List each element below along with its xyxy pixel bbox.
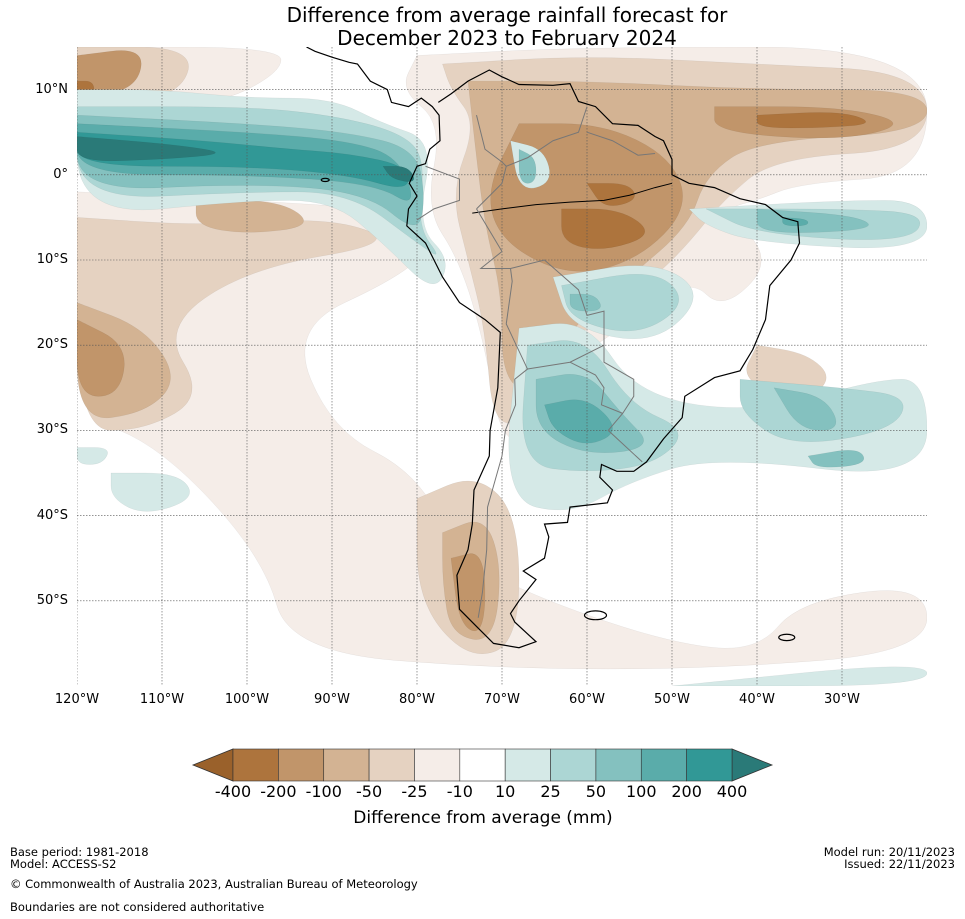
map [77, 47, 927, 686]
country-border [510, 259, 605, 370]
colorbar-bin [278, 748, 325, 782]
colorbar-tick-label: -200 [260, 782, 297, 801]
coastline [306, 47, 801, 649]
footer-left: Base period: 1981-2018 Model: ACCESS-S2 [10, 846, 149, 870]
lat-tick-label: 10°S [36, 252, 68, 267]
contour-region [807, 450, 865, 468]
contour-region [561, 273, 680, 332]
lat-tick-label: 0° [53, 166, 68, 182]
contour-region [450, 553, 486, 632]
model-name: Model: ACCESS-S2 [10, 857, 117, 871]
colorbar-tick-label: 25 [540, 782, 561, 801]
contour-region [569, 293, 601, 312]
contour-region [756, 112, 867, 129]
lat-tick-label: 20°S [36, 337, 68, 353]
colorbar-tick-label: 200 [671, 782, 702, 801]
colorbar-bin [323, 748, 370, 782]
colorbar-bin [414, 748, 461, 782]
colorbar-bin [686, 748, 733, 782]
lon-tick-label: 100°W [224, 692, 270, 707]
colorbar-label: Difference from average (mm) [353, 808, 613, 828]
lat-tick-label: 10°N [35, 81, 68, 97]
island [583, 610, 608, 621]
contour-region [773, 387, 837, 431]
contour-region [77, 136, 216, 162]
colorbar-bin [232, 748, 279, 782]
lon-tick-label: 90°W [314, 692, 350, 707]
country-border [416, 165, 460, 221]
contour-region [561, 208, 646, 249]
chart-title: Difference from average rainfall forecas… [0, 4, 965, 50]
contour-region [544, 399, 613, 444]
colorbar-tick-label: -100 [305, 782, 342, 801]
contour-region [77, 319, 125, 397]
colorbar-tick-label: -50 [356, 782, 383, 801]
coastline-south-america [306, 47, 801, 649]
colorbar-tick-label: -400 [214, 782, 252, 801]
amazon-river [472, 182, 673, 214]
colorbar [191, 748, 774, 782]
colorbar-tick-label: 400 [716, 782, 748, 801]
country-border [569, 361, 623, 414]
colorbar-tick-label: 10 [494, 782, 516, 801]
colorbar-bin [640, 748, 687, 782]
lon-tick-label: 60°W [569, 692, 605, 707]
colorbar-tick-label: -10 [446, 782, 473, 801]
model-run: Model run: 20/11/2023 [823, 845, 955, 859]
base-period: Base period: 1981-2018 [10, 845, 149, 859]
country-border [586, 131, 656, 156]
colorbar-extend-high [731, 748, 774, 782]
lat-tick-label: 40°S [36, 507, 68, 523]
country-border [476, 106, 588, 210]
lat-tick-label: 50°S [36, 592, 68, 608]
title-line-2: December 2023 to February 2024 [337, 26, 677, 50]
copyright: © Commonwealth of Australia 2023, Austra… [10, 877, 418, 891]
lon-tick-label: 120°W [54, 692, 100, 707]
issued-date: Issued: 22/11/2023 [844, 857, 955, 871]
colorbar-tick-label: 50 [585, 782, 607, 801]
lon-tick-label: 80°W [399, 692, 435, 707]
contour-region [671, 666, 927, 686]
lon-tick-label: 50°W [654, 692, 690, 707]
contour-region [756, 208, 869, 233]
colorbar-tick-label: -25 [401, 782, 428, 801]
country-border [476, 115, 507, 167]
lat-tick-label: 30°S [36, 422, 68, 438]
colorbar-bin [504, 748, 551, 782]
disclaimer: Boundaries are not considered authoritat… [10, 900, 265, 914]
contour-region [110, 472, 190, 512]
colorbar-tick-label: 100 [625, 782, 657, 801]
lon-tick-label: 110°W [139, 692, 185, 707]
island [320, 177, 330, 183]
lon-tick-label: 70°W [484, 692, 520, 707]
colorbar-bin [595, 748, 642, 782]
map-field [77, 47, 927, 686]
colorbar-bin [368, 748, 415, 782]
colorbar-extend-low [191, 748, 234, 782]
lon-tick-label: 40°W [739, 692, 775, 707]
contour-region [518, 148, 537, 184]
country-border [476, 208, 529, 618]
title-line-1: Difference from average rainfall forecas… [286, 3, 728, 27]
footer-right: Model run: 20/11/2023 Issued: 22/11/2023 [824, 846, 955, 870]
contour-region [77, 447, 108, 465]
lon-tick-label: 30°W [824, 692, 860, 707]
contour-region [586, 183, 635, 206]
rainfall-contours [77, 47, 927, 686]
gridlines [77, 47, 927, 686]
colorbar-bin [459, 748, 506, 782]
colorbar-bin [550, 748, 597, 782]
island [778, 633, 796, 642]
country-border [603, 345, 643, 463]
